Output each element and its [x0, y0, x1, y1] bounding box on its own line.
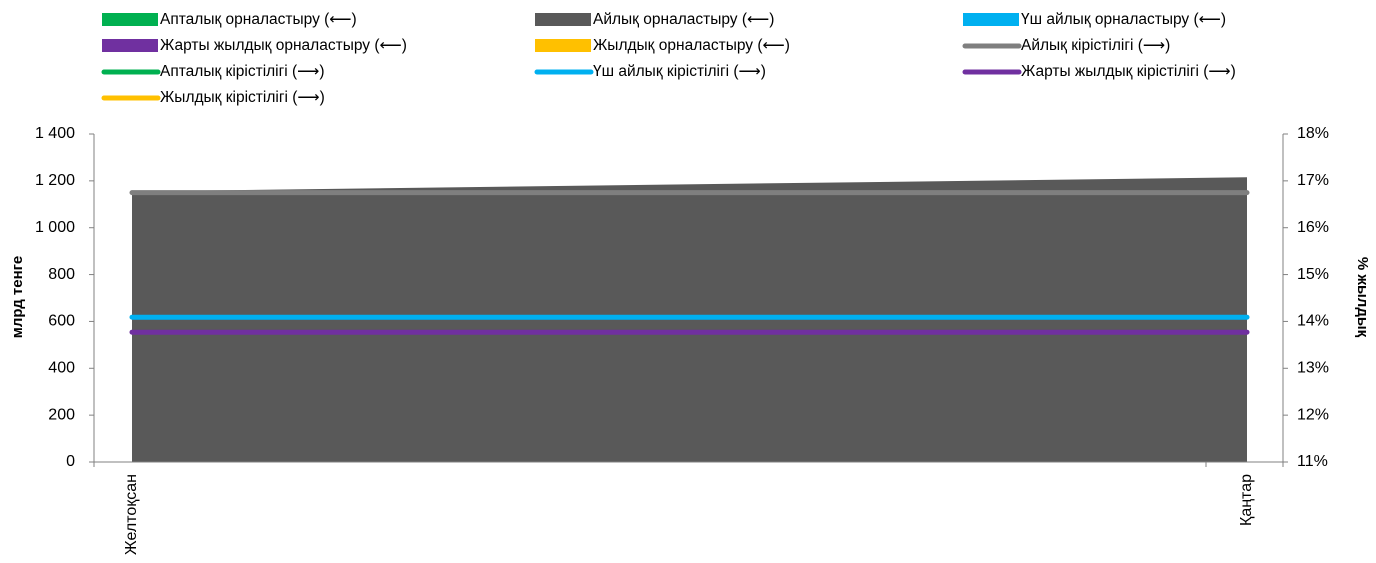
y-right-tick-label: 15%: [1297, 266, 1329, 283]
y-right-tick-label: 16%: [1297, 219, 1329, 236]
y-left-tick-label: 0: [66, 453, 75, 470]
legend-swatch-айлық-орналастыру: [535, 13, 591, 26]
legend-label-жарты-жылдық-орналастыру: Жарты жылдық орналастыру (⟵): [160, 37, 407, 54]
legend-label-айлық-орналастыру: Айлық орналастыру (⟵): [593, 11, 774, 28]
y-right-tick-label: 17%: [1297, 172, 1329, 189]
legend-label-үш-айлық-кірістілігі: Үш айлық кірістілігі (⟶): [593, 63, 766, 80]
y-left-tick-label: 200: [48, 406, 75, 423]
y-left-tick-label: 1 000: [35, 219, 75, 236]
y-left-tick-label: 800: [48, 266, 75, 283]
axes: 0 200 400 600 800 1 000 1 200 1 400 11% 12% 13% 14%…: [35, 125, 1329, 555]
y-left-tick-label: 1 400: [35, 125, 75, 142]
y-left-tick-label: 1 200: [35, 172, 75, 189]
legend: Апталық орналастыру (⟵) Айлық орналастыру…: [101, 11, 1236, 106]
y-left-tick-label: 600: [48, 313, 75, 330]
x-tick-label: Желтоқсан: [123, 474, 140, 555]
legend-label-жылдық-орналастыру: Жылдық орналастыру (⟵): [593, 37, 790, 54]
legend-label-апталық-кірістілігі: Апталық кірістілігі (⟶): [160, 63, 325, 80]
legend-swatch-жылдық-орналастыру: [535, 39, 591, 52]
legend-swatch-жарты-жылдық-орналастыру: [102, 39, 158, 52]
y-right-tick-label: 12%: [1297, 406, 1329, 423]
y-right-tick-label: 18%: [1297, 125, 1329, 142]
y-right-tick-label: 13%: [1297, 360, 1329, 377]
legend-label-жылдық-кірістілігі: Жылдық кірістілігі (⟶): [160, 89, 325, 106]
legend-label-апталық-орналастыру: Апталық орналастыру (⟵): [160, 11, 357, 28]
y-left-tick-label: 400: [48, 360, 75, 377]
y-right-tick-label: 11%: [1297, 453, 1328, 470]
plot-area: [129, 177, 1250, 463]
legend-label-жарты-жылдық-кірістілігі: Жарты жылдық кірістілігі (⟶): [1021, 63, 1236, 80]
legend-label-үш-айлық-орналастыру: Үш айлық орналастыру (⟵): [1021, 11, 1226, 28]
legend-swatch-үш-айлық-орналастыру: [963, 13, 1019, 26]
legend-swatch-апталық-орналастыру: [102, 13, 158, 26]
x-tick-label: Қаңтар: [1238, 474, 1255, 526]
y-left-axis-title: млрд тенге: [9, 256, 26, 338]
legend-label-айлық-кірістілігі: Айлық кірістілігі (⟶): [1021, 37, 1170, 54]
y-right-tick-label: 14%: [1297, 313, 1329, 330]
y-right-axis-title: % жылдық: [1354, 257, 1371, 338]
